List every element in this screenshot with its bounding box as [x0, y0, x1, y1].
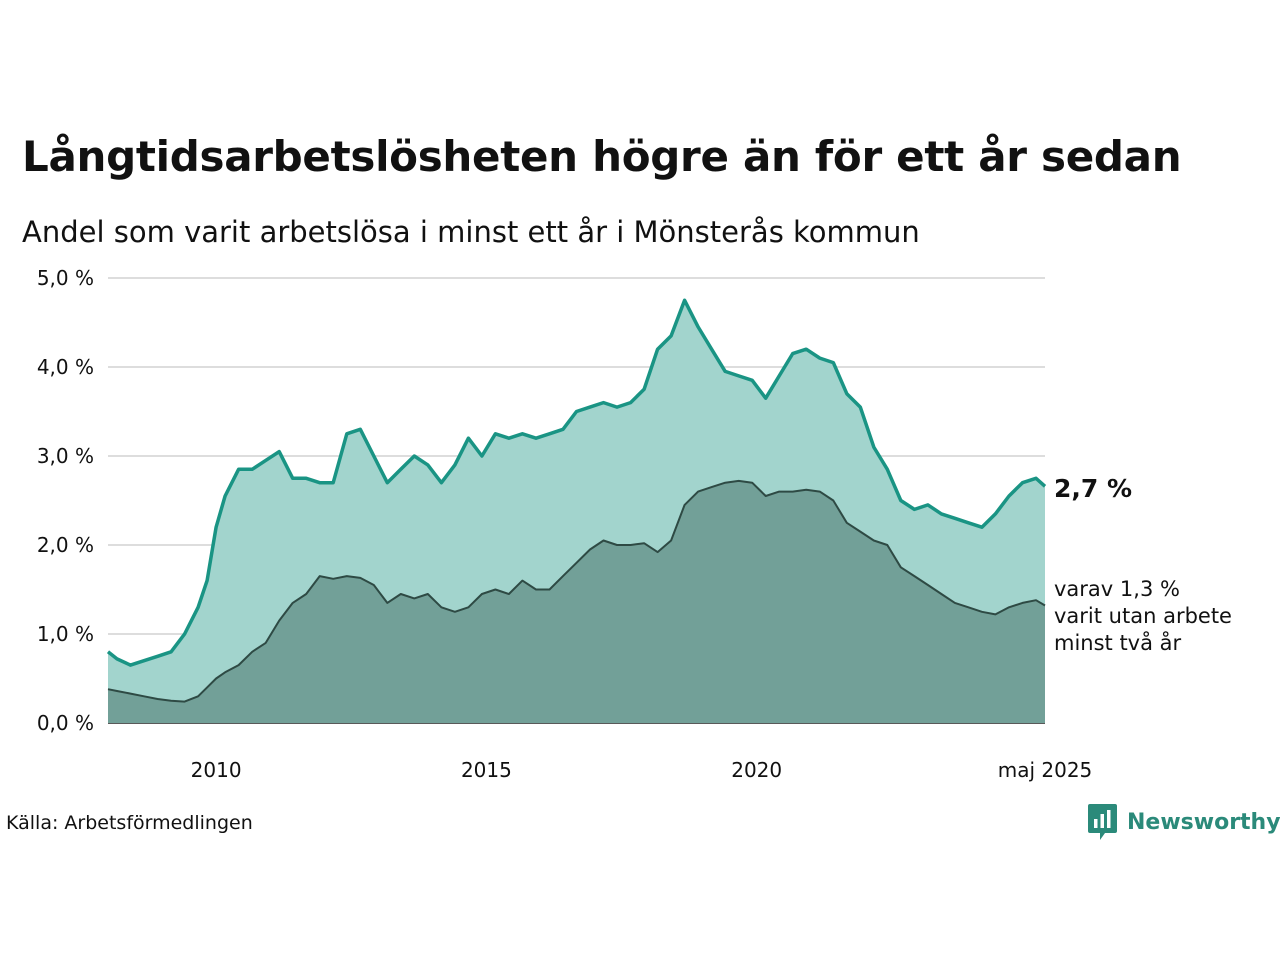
- brand-logo: Newsworthy: [1088, 804, 1280, 840]
- source-note: Källa: Arbetsförmedlingen: [6, 812, 253, 834]
- y-tick-label: 0,0 %: [37, 711, 94, 735]
- y-tick-label: 2,0 %: [37, 533, 94, 557]
- area-chart: 0,0 %1,0 %2,0 %3,0 %4,0 %5,0 % 2010 2015 2…: [37, 266, 1232, 782]
- x-tick-label: maj 2025: [998, 758, 1093, 782]
- x-axis-ticks: 2010 2015 2020 maj 2025: [191, 758, 1093, 782]
- sub-label-line-1: varav 1,3 %: [1054, 577, 1180, 601]
- last-value-label: 2,7 %: [1054, 474, 1132, 503]
- x-tick-label: 2015: [461, 758, 512, 782]
- y-tick-label: 1,0 %: [37, 622, 94, 646]
- series-areas: [108, 300, 1045, 723]
- chart-title: Långtidsarbetslösheten högre än för ett …: [22, 132, 1182, 181]
- sub-label-line-2: varit utan arbete: [1054, 604, 1232, 628]
- y-tick-label: 3,0 %: [37, 444, 94, 468]
- newsworthy-logo-icon: [1088, 804, 1117, 840]
- two-year-area: [108, 480, 1045, 723]
- chart-subtitle: Andel som varit arbetslösa i minst ett å…: [22, 215, 920, 249]
- series-lines: [106, 298, 1047, 703]
- two-year-line: [107, 479, 1046, 703]
- sub-label-line-3: minst två år: [1054, 630, 1182, 655]
- brand-name: Newsworthy: [1127, 809, 1280, 835]
- y-tick-label: 5,0 %: [37, 266, 94, 290]
- x-tick-label: 2010: [191, 758, 242, 782]
- y-axis-ticks: 0,0 % 1,0 % 2,0 % 3,0 % 4,0 % 5,0 %: [37, 266, 94, 735]
- y-tick-label: 4,0 %: [37, 355, 94, 379]
- x-tick-label: 2020: [731, 758, 782, 782]
- one-year-line: [106, 298, 1047, 667]
